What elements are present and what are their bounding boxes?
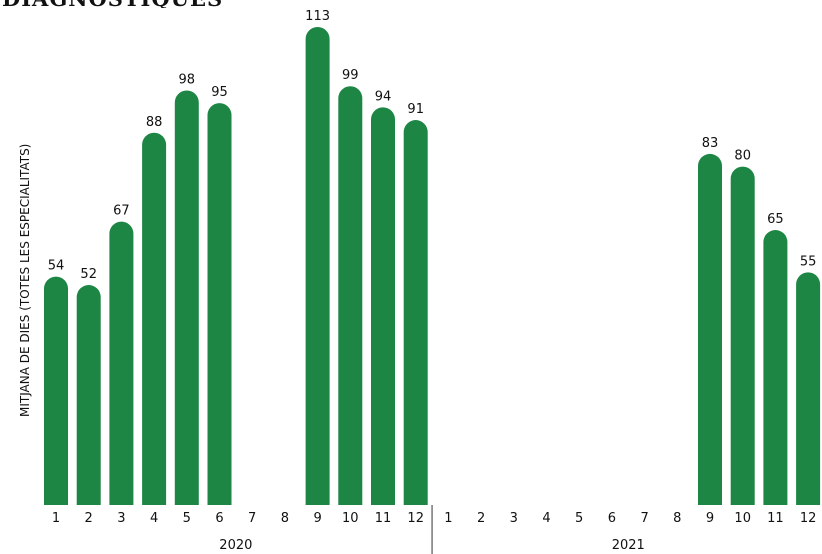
x-tick-label-2021-8: 8	[673, 511, 681, 526]
chart-title-clip: DIAGNÒSTIQUES	[0, 0, 260, 8]
x-tick-label-2021-4: 4	[542, 511, 550, 526]
x-tick-label-2020-3: 3	[117, 511, 125, 526]
x-tick-label-2021-6: 6	[608, 511, 616, 526]
bar-2020-2	[76, 285, 101, 505]
chart-title: DIAGNÒSTIQUES	[2, 0, 223, 8]
data-label-2020-2: 52	[80, 267, 97, 282]
bar-2020-5	[174, 90, 199, 506]
x-tick-label-2020-10: 10	[342, 511, 359, 526]
bar-2021-9	[698, 153, 722, 505]
data-label-2020-11: 94	[375, 89, 392, 104]
x-tick-label-2020-6: 6	[215, 511, 223, 526]
data-label-2020-4: 88	[146, 115, 163, 130]
bar-2021-11	[763, 230, 788, 505]
x-tick-label-2020-8: 8	[281, 511, 289, 526]
x-tick-label-2021-1: 1	[444, 511, 452, 526]
data-label-2021-10: 80	[734, 149, 751, 164]
data-label-2020-6: 95	[211, 85, 228, 100]
x-tick-label-2021-5: 5	[575, 511, 583, 526]
bar-2020-3	[109, 221, 134, 505]
data-label-2021-12: 55	[800, 254, 817, 269]
x-tick-label-2020-2: 2	[85, 511, 93, 526]
x-tick-label-2020-1: 1	[52, 511, 60, 526]
data-label-2021-11: 65	[767, 212, 784, 227]
data-label-2020-1: 54	[48, 259, 65, 274]
bar-2020-10	[338, 86, 363, 505]
x-tick-label-2020-11: 11	[375, 511, 392, 526]
x-tick-label-2021-9: 9	[706, 511, 714, 526]
data-label-2021-9: 83	[702, 136, 719, 151]
x-tick-label-2020-9: 9	[313, 511, 321, 526]
x-tick-label-2020-5: 5	[183, 511, 191, 526]
x-tick-label-2020-4: 4	[150, 511, 158, 526]
data-label-2020-12: 91	[407, 102, 424, 117]
bar-2020-6	[207, 103, 232, 505]
bar-2020-12	[403, 120, 428, 506]
data-label-2020-9: 113	[305, 9, 330, 24]
data-label-2020-10: 99	[342, 68, 359, 83]
bar-2020-9	[305, 27, 330, 505]
bar-2021-12	[796, 272, 821, 505]
x-tick-label-2021-3: 3	[510, 511, 518, 526]
bar-2021-10	[730, 166, 755, 505]
group-label-2021: 2021	[612, 538, 645, 553]
bar-2020-11	[371, 107, 395, 505]
x-tick-label-2021-12: 12	[800, 511, 817, 526]
x-tick-label-2021-2: 2	[477, 511, 485, 526]
bar-2020-1	[44, 276, 68, 505]
x-tick-label-2021-10: 10	[734, 511, 751, 526]
x-tick-label-2021-11: 11	[767, 511, 784, 526]
x-tick-label-2021-7: 7	[640, 511, 648, 526]
data-label-2020-3: 67	[113, 204, 130, 219]
x-tick-label-2020-7: 7	[248, 511, 256, 526]
data-label-2020-5: 98	[179, 72, 196, 87]
group-label-2020: 2020	[219, 538, 252, 553]
bar-2020-4	[142, 132, 167, 505]
x-tick-label-2020-12: 12	[407, 511, 424, 526]
